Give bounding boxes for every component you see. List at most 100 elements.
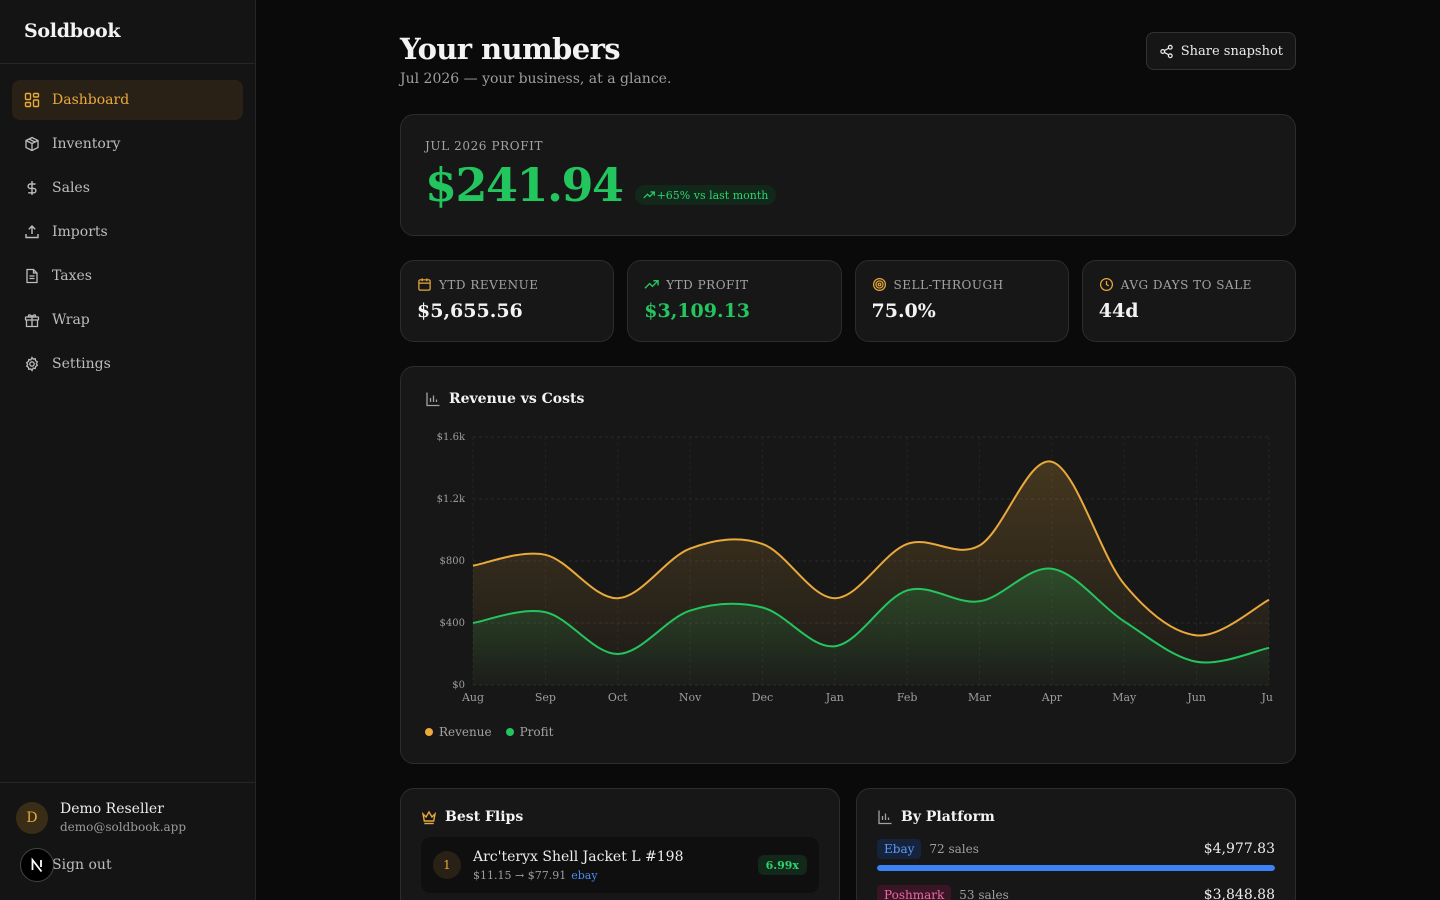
sign-out-button[interactable]: Sign out: [16, 848, 240, 882]
x-tick-label: Sep: [535, 691, 556, 704]
series-line-profit: [472, 567, 1270, 664]
series-line-revenue: [472, 460, 1270, 637]
platform-bar: [877, 865, 1275, 871]
list-item[interactable]: 1 Arc'teryx Shell Jacket L #198 $11.15 →…: [421, 837, 819, 893]
next-logo-icon[interactable]: [20, 848, 54, 882]
trending-up-icon: [642, 191, 655, 199]
monthly-profit-card: Jul 2026 profit $241.94 +65% vs last mon…: [400, 114, 1296, 236]
legend-item-revenue[interactable]: Revenue: [425, 725, 492, 739]
x-tick-label: Jun: [1186, 691, 1206, 704]
dashboard-icon: [24, 92, 40, 108]
rank-badge: 1: [433, 851, 461, 879]
y-tick-label: $800: [440, 556, 465, 567]
user-name: Demo Reseller: [60, 801, 164, 817]
sidebar-item-dashboard[interactable]: Dashboard: [12, 80, 243, 120]
sidebar-item-label: Imports: [52, 224, 108, 240]
gear-icon: [24, 356, 40, 372]
profit-label: Jul 2026 profit: [425, 139, 544, 153]
stat-ytd-profit: YTD Profit $3,109.13: [627, 260, 842, 342]
best-flips-card: Best Flips 1 Arc'teryx Shell Jacket L #1…: [400, 788, 840, 900]
x-tick-label: Oct: [608, 691, 628, 704]
sidebar-item-label: Inventory: [52, 136, 121, 152]
platform-amount: $4,977.83: [1203, 841, 1275, 857]
box-icon: [24, 136, 40, 152]
sign-out-label: Sign out: [52, 857, 112, 873]
flip-item-name: Arc'teryx Shell Jacket L #198: [473, 848, 684, 865]
stat-value: $3,109.13: [644, 300, 751, 322]
document-icon: [24, 268, 40, 284]
legend-item-profit[interactable]: Profit: [505, 725, 553, 739]
chart-title: Revenue vs Costs: [449, 391, 585, 407]
platform-sales-count: 53 sales: [959, 888, 1009, 900]
stat-ytd-revenue: YTD Revenue $5,655.56: [400, 260, 615, 342]
sidebar-item-inventory[interactable]: Inventory: [12, 124, 243, 164]
page-header: Your numbers Jul 2026 — your business, a…: [400, 0, 1296, 114]
bar-chart-icon: [426, 392, 440, 407]
calendar-icon: [418, 278, 431, 291]
profit-delta-badge: +65% vs last month: [634, 185, 777, 205]
dollar-icon: [24, 180, 40, 196]
by-platform-title: By Platform: [901, 809, 995, 825]
share-icon: [1159, 44, 1173, 58]
x-tick-label: Jan: [825, 691, 844, 704]
page-subtitle: Jul 2026 — your business, at a glance.: [400, 71, 672, 87]
sidebar-item-label: Wrap: [52, 312, 90, 328]
y-tick-label: $0: [452, 680, 465, 691]
legend-dot: [505, 728, 514, 736]
profit-value: $241.94: [425, 158, 624, 212]
revenue-area-chart: $0 $400 $800 $1.2k $1.6k Aug Sep Oct Nov Dec Jan Fe…: [437, 432, 1273, 704]
x-tick-label: Apr: [1041, 691, 1063, 704]
series-area-profit: [473, 568, 1269, 685]
user-info: D Demo Reseller demo@soldbook.app: [16, 801, 240, 834]
flip-platform: ebay: [571, 868, 598, 882]
revenue-chart-card: Revenue vs Costs $0 $400 $800 $1.2k $1.6k Aug…: [400, 366, 1296, 764]
platform-bar-fill: [877, 865, 1275, 871]
y-tick-label: $1.6k: [437, 432, 466, 443]
chart-legend: Revenue Profit: [425, 725, 567, 739]
y-tick-label: $1.2k: [437, 494, 466, 505]
x-tick-label: May: [1112, 691, 1137, 704]
sidebar-item-imports[interactable]: Imports: [12, 212, 243, 252]
x-tick-label: Jul: [1260, 691, 1273, 704]
x-tick-label: Mar: [968, 691, 992, 704]
profit-delta-text: +65% vs last month: [656, 188, 769, 202]
page-title: Your numbers: [400, 32, 621, 66]
sidebar-item-label: Taxes: [52, 268, 92, 284]
by-platform-card: By Platform Ebay 72 sales $4,977.83 Posh…: [856, 788, 1296, 900]
best-flips-title: Best Flips: [445, 809, 524, 825]
stat-label: Avg days to sale: [1120, 277, 1252, 292]
sidebar: Soldbook Dashboard Inventory Sales Impor…: [0, 0, 256, 900]
sidebar-item-label: Settings: [52, 356, 111, 372]
sidebar-item-wrap[interactable]: Wrap: [12, 300, 243, 340]
sidebar-item-label: Sales: [52, 180, 90, 196]
sidebar-item-sales[interactable]: Sales: [12, 168, 243, 208]
stat-value: 44d: [1098, 300, 1139, 322]
stat-label: YTD Profit: [666, 277, 749, 292]
sidebar-item-taxes[interactable]: Taxes: [12, 256, 243, 296]
stat-avg-days: Avg days to sale 44d: [1081, 260, 1296, 342]
user-email: demo@soldbook.app: [60, 820, 187, 834]
brand-logo[interactable]: Soldbook: [0, 0, 255, 64]
sidebar-nav: Dashboard Inventory Sales Imports Taxes …: [0, 64, 255, 404]
stat-label: Sell-through: [893, 277, 1004, 292]
trending-up-icon: [644, 280, 660, 289]
sidebar-item-settings[interactable]: Settings: [12, 344, 243, 384]
stat-value: 75.0%: [871, 300, 936, 322]
stats-row: YTD Revenue $5,655.56 YTD Profit $3,109.…: [400, 260, 1296, 342]
upload-icon: [24, 224, 40, 240]
x-tick-label: Feb: [897, 691, 918, 704]
x-tick-label: Dec: [752, 691, 774, 704]
clock-icon: [1099, 277, 1113, 292]
stat-value: $5,655.56: [417, 300, 523, 322]
platform-sales-count: 72 sales: [929, 842, 979, 856]
share-snapshot-button[interactable]: Share snapshot: [1145, 32, 1296, 70]
flip-prices: $11.15 → $77.91: [473, 868, 567, 882]
crown-icon: [421, 810, 437, 825]
y-tick-label: $400: [440, 618, 465, 629]
flip-multiple-badge: 6.99x: [757, 855, 807, 875]
platform-row-poshmark: Poshmark 53 sales $3,848.88: [877, 885, 1275, 900]
x-tick-label: Nov: [679, 691, 702, 704]
x-tick-label: Aug: [461, 691, 484, 704]
avatar[interactable]: D: [16, 801, 48, 834]
legend-label: Revenue: [439, 725, 492, 739]
